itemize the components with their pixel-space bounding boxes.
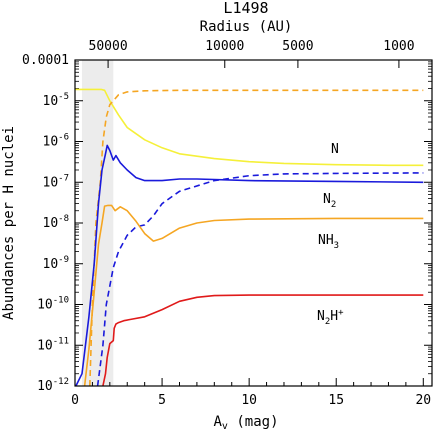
- series-label-part: H: [330, 309, 338, 324]
- y-tick-exponent: -7: [58, 173, 69, 183]
- series-line-1: [89, 89, 424, 387]
- y-tick-exponent: -5: [58, 92, 69, 102]
- top-tick-label: 10000: [205, 39, 244, 54]
- y-tick-base: 10: [37, 379, 53, 394]
- y-tick-label: 10-11: [37, 336, 69, 353]
- series-line-2: [75, 144, 424, 387]
- x-tick-label: 5: [158, 393, 166, 408]
- x-axis-title-rest: (mag): [228, 414, 279, 430]
- series-label-part: N: [331, 142, 339, 157]
- y-tick-exponent: -8: [58, 214, 69, 224]
- y-tick-label: 10-8: [43, 214, 70, 231]
- series-line-4: [83, 204, 424, 387]
- y-tick-base: 10: [43, 216, 59, 231]
- y-tick-exponent: -10: [53, 296, 69, 306]
- series-label-part: N: [317, 309, 325, 324]
- y-tick-exponent: -12: [53, 377, 69, 387]
- series-line-0: [75, 88, 424, 167]
- y-tick-label: 10-6: [43, 133, 70, 150]
- tick-mark-layer: [74, 59, 432, 387]
- series-layer: [75, 88, 424, 387]
- top-tick-label: 1000: [383, 39, 414, 54]
- series-label-part: 3: [334, 241, 339, 251]
- y-tick-base: 10: [43, 175, 59, 190]
- x-axis-title: Av (mag): [213, 414, 278, 432]
- y-tick-base: 10: [43, 257, 59, 272]
- series-label-part: +: [338, 308, 344, 318]
- x-axis-title-v: v: [222, 421, 228, 432]
- x-tick-label: 15: [328, 393, 344, 408]
- x-axis-title-a: A: [213, 414, 222, 430]
- series-label-5: N2H+: [317, 308, 344, 327]
- series-label-part: N: [323, 192, 331, 207]
- y-tick-label: 10-9: [43, 255, 70, 272]
- x-tick-label: 0: [71, 393, 79, 408]
- y-tick-label: 10-10: [37, 296, 69, 313]
- series-label-4: NH3: [318, 233, 339, 251]
- series-label-0: N: [331, 142, 339, 157]
- y-tick-label: 0.0001: [22, 53, 69, 68]
- y-axis-title: Abundances per H nuclei: [1, 126, 17, 320]
- top-tick-label: 5000: [282, 39, 313, 54]
- y-tick-base: 10: [37, 338, 53, 353]
- top-axis-title: Radius (AU): [200, 19, 293, 35]
- series-label-part: 2: [325, 317, 330, 327]
- y-tick-exponent: -9: [58, 255, 69, 265]
- series-label-2: N2: [323, 192, 336, 210]
- series-label-part: 2: [331, 200, 336, 210]
- plot-title: L1498: [223, 0, 268, 17]
- y-tick-exponent: -6: [58, 133, 69, 143]
- y-tick-base: 10: [37, 298, 53, 313]
- plot-frame: [74, 59, 433, 387]
- series-line-3: [96, 172, 424, 387]
- y-tick-base: 10: [43, 94, 59, 109]
- x-tick-label: 20: [415, 393, 431, 408]
- y-tick-base: 10: [43, 135, 59, 150]
- y-tick-label: 10-12: [37, 377, 69, 394]
- series-line-5: [102, 294, 424, 387]
- x-tick-label: 10: [241, 393, 257, 408]
- y-tick-label: 10-7: [43, 173, 70, 190]
- series-label-part: NH: [318, 233, 334, 248]
- y-tick-exponent: -11: [53, 336, 69, 346]
- top-tick-label: 50000: [89, 39, 128, 54]
- y-tick-label: 10-5: [43, 92, 70, 109]
